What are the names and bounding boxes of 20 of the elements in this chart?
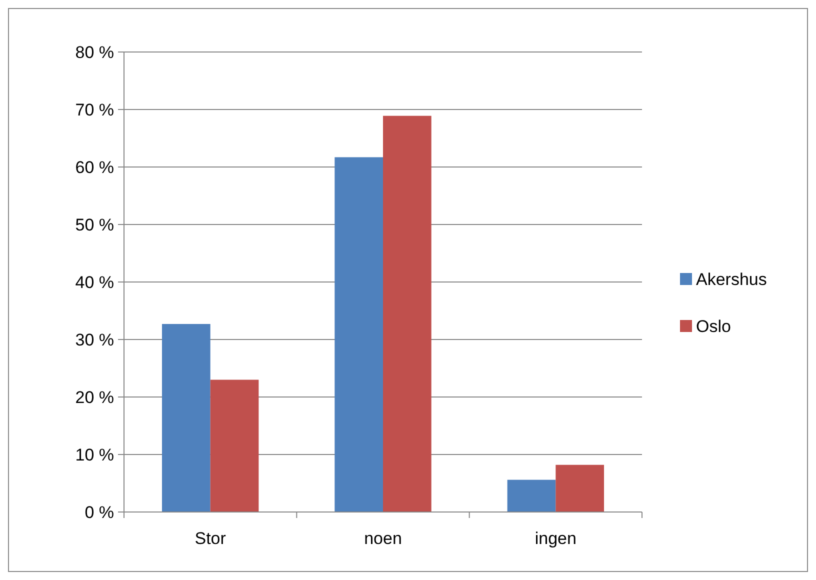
y-tick-label: 70 %: [75, 100, 114, 120]
bar: [162, 324, 210, 512]
x-tick-label: Stor: [194, 529, 226, 548]
y-tick-label: 60 %: [75, 158, 114, 177]
y-tick-label: 20 %: [75, 388, 114, 407]
bar: [556, 464, 604, 512]
y-tick-label: 80 %: [75, 42, 114, 62]
bar: [210, 380, 259, 512]
x-tick-label: noen: [364, 529, 402, 548]
y-tick-label: 0 %: [84, 502, 114, 522]
y-tick-label: 40 %: [75, 272, 114, 292]
y-tick-label: 50 %: [75, 215, 114, 234]
y-tick-label: 10 %: [75, 445, 114, 464]
y-tick-label: 30 %: [75, 330, 114, 350]
bar: [507, 480, 556, 512]
legend-label: Oslo: [696, 316, 731, 336]
legend-label: Akershus: [696, 270, 767, 289]
bar: [334, 157, 383, 512]
bar: [383, 116, 432, 512]
x-tick-label: ingen: [534, 529, 576, 548]
